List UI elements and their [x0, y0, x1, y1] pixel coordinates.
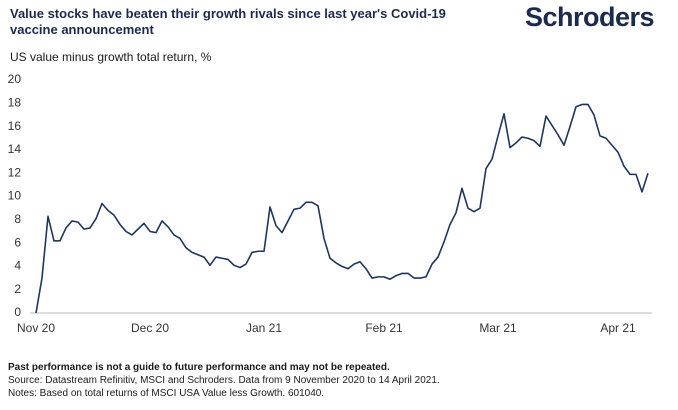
chart: US value minus growth total return, % 0 2…	[8, 50, 652, 335]
chart-title: Value stocks have beaten their growth ri…	[10, 6, 446, 37]
x-tick-label: Mar 21	[479, 321, 517, 335]
x-tick-label: Jan 21	[246, 321, 282, 335]
x-tick-label: Feb 21	[365, 321, 403, 335]
y-tick-label: 12	[8, 165, 22, 179]
axis-subtitle: US value minus growth total return, %	[10, 50, 212, 64]
data-line	[35, 103, 649, 314]
y-tick-label: 0	[14, 305, 21, 319]
x-tick-label: Apr 21	[600, 321, 636, 335]
x-tick-label: Nov 20	[17, 321, 55, 335]
x-tick-label: Dec 20	[131, 321, 169, 335]
y-tick-label: 16	[8, 119, 22, 133]
y-tick-label: 14	[8, 142, 22, 156]
y-tick-label: 2	[14, 282, 21, 296]
brand-logo: Schroders	[524, 2, 655, 32]
y-tick-label: 20	[8, 72, 22, 86]
y-tick-label: 4	[14, 259, 21, 273]
y-tick-label: 10	[8, 189, 22, 203]
y-tick-label: 8	[14, 212, 21, 226]
footnote: Notes: Based on total returns of MSCI US…	[8, 388, 325, 399]
y-tick-label: 18	[8, 95, 22, 109]
footnote: Source: Datastream Refinitiv, MSCI and S…	[8, 375, 440, 386]
footnote: Past performance is not a guide to futur…	[8, 362, 390, 373]
y-tick-label: 6	[14, 235, 21, 249]
